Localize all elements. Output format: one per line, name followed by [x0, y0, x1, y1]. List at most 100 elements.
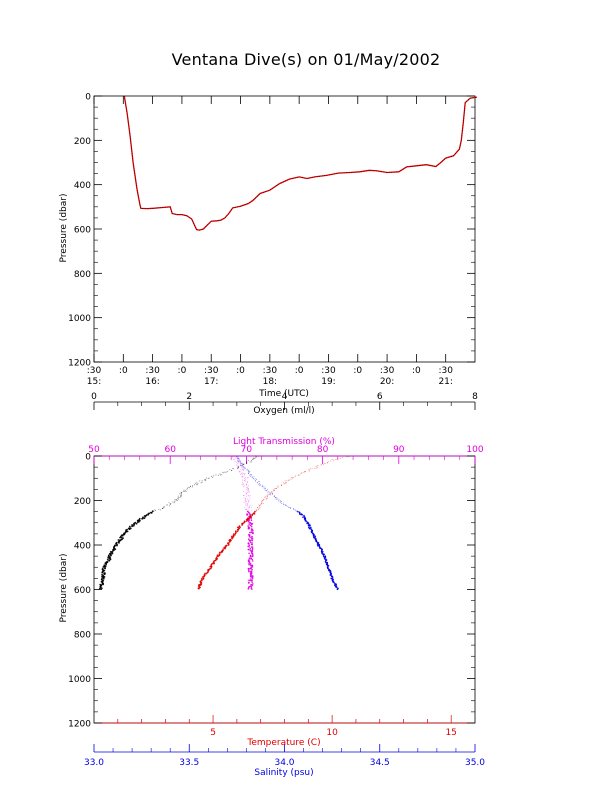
- oxygen-profile-point: [158, 508, 160, 510]
- temperature-profile-point: [303, 472, 305, 473]
- light-profile-point: [231, 455, 233, 457]
- salinity-profile-point: [251, 476, 253, 478]
- light-profile-point: [247, 542, 250, 545]
- salinity-profile-point: [241, 464, 243, 466]
- oxygen-profile-point: [196, 484, 198, 485]
- salinity-tick-label: 35.0: [465, 758, 485, 768]
- oxygen-profile-point: [237, 467, 239, 469]
- temperature-profile-point: [234, 534, 236, 536]
- salinity-profile-point: [262, 487, 264, 489]
- light-profile-point: [251, 547, 254, 550]
- salinity-profile-point: [281, 501, 283, 503]
- temperature-profile-point: [202, 575, 205, 578]
- light-profile-point: [250, 529, 253, 531]
- salinity-profile-point: [296, 510, 298, 512]
- salinity-profile-point: [278, 499, 280, 501]
- temperature-profile-point: [321, 464, 323, 466]
- oxygen-profile-point: [201, 481, 203, 483]
- salinity-profile-point: [259, 484, 261, 486]
- light-profile-point: [247, 527, 250, 530]
- light-profile-point: [251, 588, 253, 590]
- oxygen-profile-point: [121, 534, 124, 537]
- light-profile-point: [246, 496, 248, 498]
- oxygen-profile-point: [191, 486, 193, 488]
- oxygen-profile-point: [186, 488, 188, 490]
- chart1-x-tick-hour-label: 19:: [321, 377, 335, 387]
- temperature-profile-point: [309, 469, 310, 471]
- light-profile-point: [247, 477, 249, 478]
- temperature-profile-point: [259, 507, 261, 509]
- light-profile-point: [243, 495, 245, 497]
- salinity-profile-point: [295, 509, 297, 511]
- light-profile-point: [251, 568, 253, 571]
- temperature-tick-label: 15: [445, 728, 456, 738]
- light-tick-label: 70: [241, 445, 253, 455]
- light-profile-point: [248, 495, 250, 497]
- oxygen-profile-point: [118, 542, 120, 544]
- oxygen-profile-point: [211, 475, 212, 477]
- light-profile-point: [249, 562, 252, 565]
- temperature-profile-point: [283, 483, 285, 485]
- temperature-profile-point: [290, 477, 292, 478]
- oxygen-profile-point: [131, 525, 133, 528]
- light-profile-point: [245, 503, 247, 505]
- oxygen-profile-point: [144, 515, 147, 518]
- light-profile-point: [242, 479, 244, 481]
- light-profile-point: [247, 505, 249, 507]
- chart1-data: [123, 95, 478, 231]
- chart2-ticks: 0 200 400 600 800 1000 1200 0 2 4 6 8 50 60 70 80 90 100 5…: [68, 392, 485, 768]
- oxygen-profile-point: [177, 497, 179, 499]
- light-profile-point: [249, 497, 251, 499]
- oxygen-axis-label: Oxygen (ml/l): [253, 406, 314, 416]
- salinity-profile-point: [281, 502, 283, 504]
- temperature-profile-point: [274, 488, 275, 490]
- salinity-profile-point: [317, 542, 320, 544]
- light-profile-point: [250, 519, 253, 522]
- light-profile-point: [247, 485, 249, 487]
- chart1-y-tick-label: 1200: [68, 359, 91, 369]
- oxygen-profile-point: [101, 571, 104, 574]
- oxygen-profile-point: [180, 493, 182, 495]
- temperature-profile-point: [261, 501, 263, 503]
- temperature-profile-point: [252, 513, 254, 515]
- temperature-profile-point: [307, 469, 309, 471]
- temperature-profile-point: [261, 503, 263, 505]
- oxygen-profile-point: [147, 513, 150, 516]
- light-profile-point: [248, 500, 249, 502]
- oxygen-profile-point: [102, 583, 105, 586]
- oxygen-profile-point: [194, 482, 196, 484]
- temperature-profile-point: [332, 459, 334, 460]
- temperature-profile-point: [266, 497, 268, 499]
- oxygen-profile-point: [150, 511, 153, 514]
- chart1-x-tick-hour-label: 20:: [380, 377, 394, 387]
- light-profile-point: [248, 491, 250, 493]
- light-profile-point: [242, 484, 244, 486]
- light-profile-point: [242, 468, 244, 470]
- oxygen-profile-point: [163, 506, 165, 508]
- light-profile-point: [246, 477, 248, 479]
- oxygen-profile-point: [231, 470, 233, 471]
- salinity-profile-point: [250, 475, 252, 477]
- light-profile-point: [241, 484, 243, 486]
- light-profile-point: [248, 546, 251, 548]
- light-profile-point: [247, 507, 249, 509]
- chart1-x-tick-minute-label: :30: [380, 366, 395, 376]
- salinity-profile-point: [322, 554, 325, 556]
- light-profile-point: [240, 468, 242, 470]
- temperature-profile-point: [274, 489, 276, 491]
- salinity-profile-point: [308, 525, 311, 527]
- temperature-profile-point: [272, 489, 274, 491]
- temperature-profile-point: [298, 474, 300, 476]
- light-profile-point: [246, 503, 248, 505]
- light-profile-point: [249, 578, 252, 580]
- oxygen-profile-point: [252, 459, 254, 460]
- salinity-profile-point: [303, 518, 306, 520]
- salinity-profile-point: [250, 474, 252, 475]
- chart1-x-tick-minute-label: :0: [353, 366, 362, 376]
- salinity-profile-point: [238, 460, 240, 462]
- temperature-profile-point: [304, 470, 306, 472]
- light-profile-point: [250, 584, 252, 586]
- salinity-profile-point: [271, 493, 273, 495]
- light-profile-point: [251, 551, 253, 553]
- temperature-profile-point: [209, 565, 211, 568]
